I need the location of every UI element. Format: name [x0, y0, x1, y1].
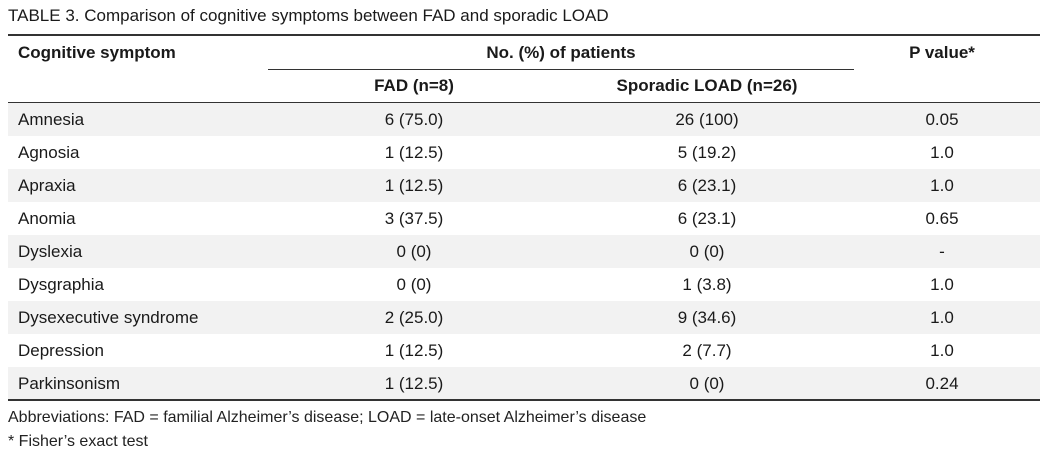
cell-p-value: 1.0 — [930, 340, 954, 360]
cell-fad: 0 (0) — [396, 274, 432, 294]
table-row: Depression 1 (12.5) 2 (7.7) 1.0 — [8, 334, 1040, 367]
cell-load: 0 (0) — [689, 241, 725, 261]
cell-symptom: Dysgraphia — [18, 274, 104, 294]
cell-fad: 1 (12.5) — [384, 373, 444, 393]
header-fad: FAD (n=8) — [374, 76, 454, 95]
group-underline — [268, 69, 854, 70]
cell-p-value: 0.24 — [925, 373, 959, 393]
fisher-test-footnote: * Fisher’s exact test — [8, 433, 148, 450]
cell-p-value: 0.05 — [925, 109, 959, 129]
table-row: Dysexecutive syndrome 2 (25.0) 9 (34.6) … — [8, 301, 1040, 334]
cell-p-value: - — [939, 241, 945, 261]
table-row: Amnesia 6 (75.0) 26 (100) 0.05 — [8, 103, 1040, 136]
table-row: Apraxia 1 (12.5) 6 (23.1) 1.0 — [8, 169, 1040, 202]
cell-fad: 3 (37.5) — [384, 208, 444, 228]
header-p-value: P value* — [909, 43, 975, 62]
header-cognitive-symptom: Cognitive symptom — [18, 43, 176, 62]
cell-fad: 2 (25.0) — [384, 307, 444, 327]
cell-p-value: 0.65 — [925, 208, 959, 228]
cell-symptom: Parkinsonism — [18, 373, 121, 393]
cell-fad: 1 (12.5) — [384, 142, 444, 162]
cell-symptom: Amnesia — [18, 109, 85, 129]
cell-symptom: Apraxia — [18, 175, 76, 195]
header-rule — [8, 102, 1040, 103]
header-sporadic-load: Sporadic LOAD (n=26) — [616, 76, 798, 95]
cell-symptom: Anomia — [18, 208, 76, 228]
cell-symptom: Dyslexia — [18, 241, 83, 261]
table-row: Agnosia 1 (12.5) 5 (19.2) 1.0 — [8, 136, 1040, 169]
cell-p-value: 1.0 — [930, 175, 954, 195]
table-body: Amnesia 6 (75.0) 26 (100) 0.05 Agnosia 1… — [8, 103, 1040, 400]
cell-symptom: Dysexecutive syndrome — [18, 307, 199, 327]
header-patients-group: No. (%) of patients — [486, 43, 636, 62]
cell-load: 6 (23.1) — [677, 208, 737, 228]
cell-fad: 1 (12.5) — [384, 175, 444, 195]
table-title: Comparison of cognitive symptoms between… — [84, 6, 609, 25]
table-caption: TABLE 3. Comparison of cognitive symptom… — [8, 5, 609, 27]
bottom-rule — [8, 399, 1040, 401]
cell-load: 6 (23.1) — [677, 175, 737, 195]
cell-load: 2 (7.7) — [682, 340, 732, 360]
cell-fad: 0 (0) — [396, 241, 432, 261]
cell-load: 0 (0) — [689, 373, 725, 393]
cell-p-value: 1.0 — [930, 307, 954, 327]
top-rule — [8, 34, 1040, 36]
cell-load: 5 (19.2) — [677, 142, 737, 162]
cell-load: 9 (34.6) — [677, 307, 737, 327]
cell-symptom: Depression — [18, 340, 104, 360]
cell-load: 26 (100) — [675, 109, 739, 129]
cell-fad: 1 (12.5) — [384, 340, 444, 360]
table-row: Dysgraphia 0 (0) 1 (3.8) 1.0 — [8, 268, 1040, 301]
cell-symptom: Agnosia — [18, 142, 80, 162]
cell-fad: 6 (75.0) — [384, 109, 444, 129]
abbreviations-footnote: Abbreviations: FAD = familial Alzheimer’… — [8, 409, 647, 426]
cell-p-value: 1.0 — [930, 142, 954, 162]
cell-p-value: 1.0 — [930, 274, 954, 294]
table-row: Dyslexia 0 (0) 0 (0) - — [8, 235, 1040, 268]
table-number: TABLE 3. — [8, 6, 80, 25]
cell-load: 1 (3.8) — [682, 274, 732, 294]
table-row: Parkinsonism 1 (12.5) 0 (0) 0.24 — [8, 367, 1040, 400]
table-row: Anomia 3 (37.5) 6 (23.1) 0.65 — [8, 202, 1040, 235]
